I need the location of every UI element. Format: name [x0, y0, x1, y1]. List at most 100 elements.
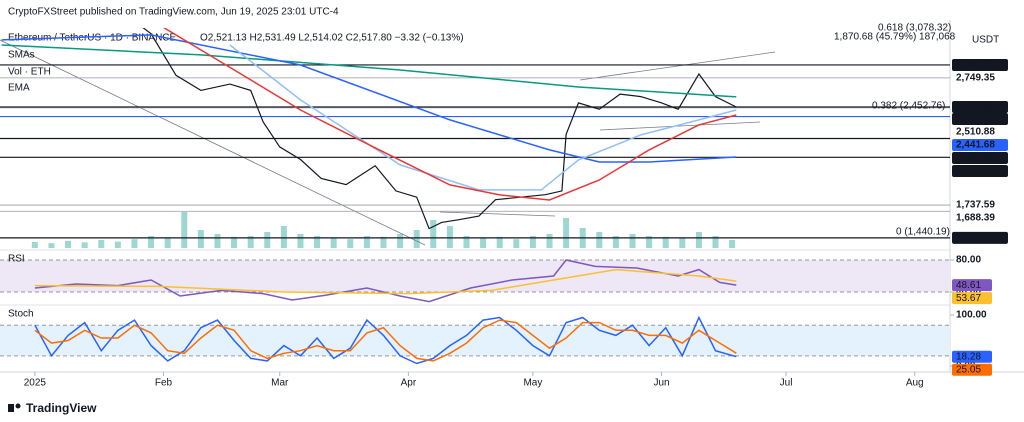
series-line — [1, 34, 737, 163]
value-label-bg — [952, 279, 992, 292]
y-tick-label: 100.00 — [956, 310, 987, 321]
x-tick-label: Mar — [271, 378, 289, 389]
volume-bar — [330, 238, 337, 248]
price-label-bg — [952, 71, 1008, 84]
y-tick-label: 1,476.78 — [956, 232, 995, 243]
price-label-bg — [952, 151, 1008, 164]
price-label-bg — [952, 231, 1008, 244]
annotation: 0 (1,440.19) — [896, 227, 950, 238]
x-tick-label: Jun — [653, 378, 669, 389]
price-label-bg — [952, 100, 1008, 113]
logo — [8, 404, 14, 412]
x-tick-label: Aug — [906, 378, 924, 389]
volume-bar — [463, 236, 470, 248]
volume-bar — [612, 236, 619, 248]
y-tick-label: 2,852.02 — [956, 60, 995, 71]
volume-bar — [148, 236, 155, 248]
series-line — [162, 28, 737, 201]
ohlc: O2,521.13 H2,531.49 L2,514.02 C2,517.80 … — [200, 33, 464, 44]
publisher: CryptoFXStreet published on TradingView.… — [8, 7, 339, 18]
series-line — [34, 268, 737, 295]
countdown: 20:58:40 — [956, 114, 995, 125]
price-label-bg — [952, 138, 1008, 151]
volume-bar — [480, 238, 487, 248]
x-tick-label: Jul — [780, 378, 793, 389]
brand: TradingView — [26, 401, 97, 415]
pane — [0, 259, 950, 303]
volume-bar — [596, 232, 603, 248]
value-label: 25.05 — [956, 364, 981, 375]
price-label-bg — [952, 164, 1008, 177]
y-tick-label: 80.00 — [956, 255, 981, 266]
volume-bar — [214, 234, 221, 248]
volume-bar — [712, 236, 719, 248]
value-label-bg — [952, 350, 992, 363]
volume-bar — [363, 236, 370, 248]
volume-bar — [430, 220, 437, 248]
volume-bar — [31, 242, 38, 248]
volume-bar — [181, 212, 188, 248]
volume-bar — [98, 240, 105, 248]
volume-bar — [48, 243, 55, 248]
countdown-bg — [952, 112, 1008, 125]
volume-bar — [397, 234, 404, 248]
annotation: 0.382 (2,452.76) — [872, 101, 945, 112]
volume-bar — [131, 239, 138, 248]
currency: USDT — [972, 35, 999, 46]
series-line — [142, 28, 737, 230]
volume-bar — [197, 230, 204, 248]
volume-bar — [314, 236, 321, 248]
price-label-bg — [952, 125, 1008, 138]
y-tick-label: 2,267.09 — [956, 153, 995, 164]
trendline — [439, 211, 556, 217]
y-tick-label: 1,737.59 — [956, 200, 995, 211]
series-line — [229, 44, 737, 191]
price-label-bg — [952, 199, 1008, 212]
band — [0, 325, 950, 356]
y-tick-label: 2,517.80 — [956, 102, 995, 113]
value-label: 18.28 — [956, 351, 981, 362]
x-tick-label: Apr — [401, 378, 417, 389]
volume-bar — [513, 239, 520, 248]
logo — [15, 403, 21, 409]
pane — [0, 315, 950, 365]
volume-bar — [164, 238, 171, 248]
volume-bar — [496, 236, 503, 248]
footer: TradingView — [8, 401, 97, 415]
volume-bar — [563, 218, 570, 248]
trendline — [579, 51, 776, 81]
annotation: 0.618 (3,078.32) — [878, 23, 951, 34]
trendline — [599, 121, 761, 131]
volume-bar — [247, 236, 254, 248]
legend-volume: Vol · ETH — [8, 67, 51, 78]
x-tick-label: May — [523, 378, 542, 389]
volume-bar — [413, 230, 420, 248]
value-label: 53.67 — [956, 293, 981, 304]
volume-bar — [529, 236, 536, 248]
volume-bar — [280, 226, 287, 248]
pane-title: RSI — [8, 254, 25, 265]
volume-bar — [679, 238, 686, 248]
legend-ema: EMA — [8, 83, 30, 94]
volume-bar — [446, 226, 453, 248]
symbol: Ethereum / TetherUS · 1D · BINANCE — [8, 33, 177, 44]
volume-bar — [231, 236, 238, 248]
value-label-bg — [952, 292, 992, 305]
volume-bar — [380, 236, 387, 248]
volume-bar — [81, 242, 88, 248]
volume-bar — [264, 232, 271, 248]
series-line — [34, 259, 737, 303]
y-tick-label: 1,688.39 — [956, 213, 995, 224]
x-tick-label: 2025 — [24, 378, 47, 389]
value-label: 48.61 — [956, 280, 981, 291]
volume-bar — [546, 234, 553, 248]
series-line — [34, 315, 737, 365]
pane-title: Stoch — [8, 309, 34, 320]
volume-bar — [729, 240, 736, 248]
pane — [0, 28, 950, 248]
volume-bar — [65, 240, 72, 248]
volume-bar — [695, 232, 702, 248]
volume-bar — [347, 239, 354, 248]
series-line — [34, 319, 737, 362]
volume-bar — [629, 234, 636, 248]
